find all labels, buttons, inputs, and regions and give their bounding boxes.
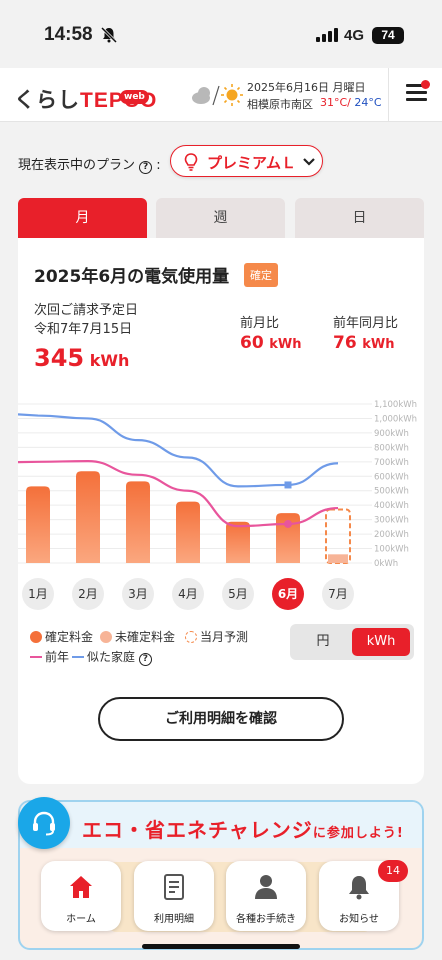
- bell-icon: [349, 876, 369, 900]
- month-button[interactable]: 1月: [22, 578, 54, 610]
- legend-forecast: 当月予測: [185, 628, 248, 645]
- legend-unconfirmed: 未確定料金: [100, 628, 175, 645]
- y-tick-label: 500kWh: [374, 487, 409, 497]
- bell-muted-icon: [100, 26, 118, 44]
- document-icon: [164, 874, 184, 900]
- network-type: 4G: [344, 27, 365, 44]
- unit-yen-button[interactable]: 円: [316, 634, 330, 649]
- status-badge: 確定: [244, 263, 278, 287]
- legend-confirmed: 確定料金: [30, 628, 93, 645]
- bill-date: 令和7年7月15日: [34, 322, 133, 337]
- menu-button[interactable]: [395, 80, 437, 110]
- tab-month[interactable]: 月: [18, 198, 147, 238]
- sun-icon: [221, 84, 243, 106]
- temp-max: 31°C/: [320, 96, 351, 109]
- bar-confirmed: [76, 471, 100, 563]
- person-icon: [255, 875, 277, 899]
- plan-select-value: プレミアムＬ: [207, 154, 296, 172]
- plan-select[interactable]: プレミアムＬ: [170, 145, 323, 177]
- temp-min: 24°C: [354, 96, 382, 109]
- home-indicator: [142, 944, 300, 949]
- legend-similar: 似た家庭 ?: [72, 648, 152, 666]
- period-tabs: 月 週 日: [18, 198, 424, 238]
- notification-badge: 14: [378, 860, 408, 882]
- plan-label: 現在表示中のプラン ? :: [18, 158, 161, 174]
- weather-location: 相模原市南区: [247, 98, 313, 111]
- logo-web-badge: web: [120, 90, 149, 104]
- month-button[interactable]: 6月: [272, 578, 304, 610]
- month-button[interactable]: 5月: [222, 578, 254, 610]
- lightbulb-icon: [184, 153, 198, 171]
- nav-statement[interactable]: 利用明細: [134, 861, 214, 931]
- y-tick-label: 400kWh: [374, 501, 409, 511]
- y-tick-label: 0kWh: [374, 559, 398, 569]
- y-tick-label: 1,000kWh: [374, 414, 417, 424]
- tab-week[interactable]: 週: [156, 198, 285, 238]
- usage-title: 2025年6月の電気使用量: [34, 267, 230, 287]
- marker-similar: [284, 481, 292, 489]
- bar-confirmed: [126, 481, 150, 563]
- signal-icon: [316, 28, 338, 42]
- y-tick-label: 600kWh: [374, 472, 409, 482]
- unit-toggle: 円 kWh: [290, 624, 414, 660]
- bar-confirmed: [26, 486, 50, 563]
- nav-procedures[interactable]: 各種お手続き: [226, 861, 306, 931]
- y-tick-label: 800kWh: [374, 443, 409, 453]
- tab-day[interactable]: 日: [295, 198, 424, 238]
- chevron-down-icon: [303, 158, 315, 166]
- y-tick-label: 700kWh: [374, 458, 409, 468]
- battery-icon: 74: [372, 27, 404, 44]
- logo[interactable]: くらしTEPCO: [14, 89, 158, 112]
- usage-total: 345 kWh: [34, 344, 130, 372]
- mom-value: 60 kWh: [240, 333, 302, 353]
- month-button[interactable]: 4月: [172, 578, 204, 610]
- nav-home[interactable]: ホーム: [41, 861, 121, 931]
- bar-confirmed: [276, 513, 300, 563]
- weather-icon: [192, 84, 243, 106]
- y-tick-label: 100kWh: [374, 545, 409, 555]
- headset-icon: [33, 811, 55, 836]
- y-tick-label: 200kWh: [374, 530, 409, 540]
- bar-confirmed: [176, 501, 200, 563]
- marker-last-year: [284, 519, 292, 528]
- view-statement-button[interactable]: ご利用明細を確認: [98, 697, 344, 741]
- menu-notification-dot: [421, 80, 430, 89]
- mom-label: 前月比: [240, 316, 280, 331]
- help-icon[interactable]: ?: [139, 161, 153, 174]
- y-tick-label: 300kWh: [374, 516, 409, 526]
- month-button[interactable]: 3月: [122, 578, 154, 610]
- yoy-value: 76 kWh: [333, 333, 395, 353]
- legend-last-year: 前年: [30, 648, 69, 665]
- usage-chart: 1,100kWh 1,000kWh 900kWh 800kWh 700kWh 600kWh…: [18, 400, 417, 569]
- y-tick-label: 1,100kWh: [374, 400, 417, 410]
- y-tick-label: 900kWh: [374, 429, 409, 439]
- hamburger-icon: [406, 84, 427, 87]
- bar-unconfirmed: [328, 554, 348, 563]
- weather-date: 2025年6月16日 月曜日: [247, 81, 366, 94]
- bar-confirmed: [226, 521, 250, 563]
- month-button[interactable]: 7月: [322, 578, 354, 610]
- support-chat-button[interactable]: [18, 797, 70, 849]
- status-time: 14:58: [44, 24, 93, 45]
- cloud-icon: [192, 87, 210, 104]
- unit-kwh-button[interactable]: kWh: [352, 628, 410, 656]
- weather-temps: 31°C/ 24°C: [320, 96, 382, 109]
- home-icon: [70, 876, 92, 898]
- app-header: くらしTEPCO web: [0, 68, 442, 122]
- help-icon[interactable]: ?: [138, 653, 152, 666]
- yoy-label: 前年同月比: [333, 316, 399, 331]
- header-divider: [388, 68, 389, 122]
- bill-date-label: 次回ご請求予定日: [34, 303, 139, 318]
- status-bar: [0, 0, 442, 68]
- line-similar: [18, 413, 339, 488]
- month-button[interactable]: 2月: [72, 578, 104, 610]
